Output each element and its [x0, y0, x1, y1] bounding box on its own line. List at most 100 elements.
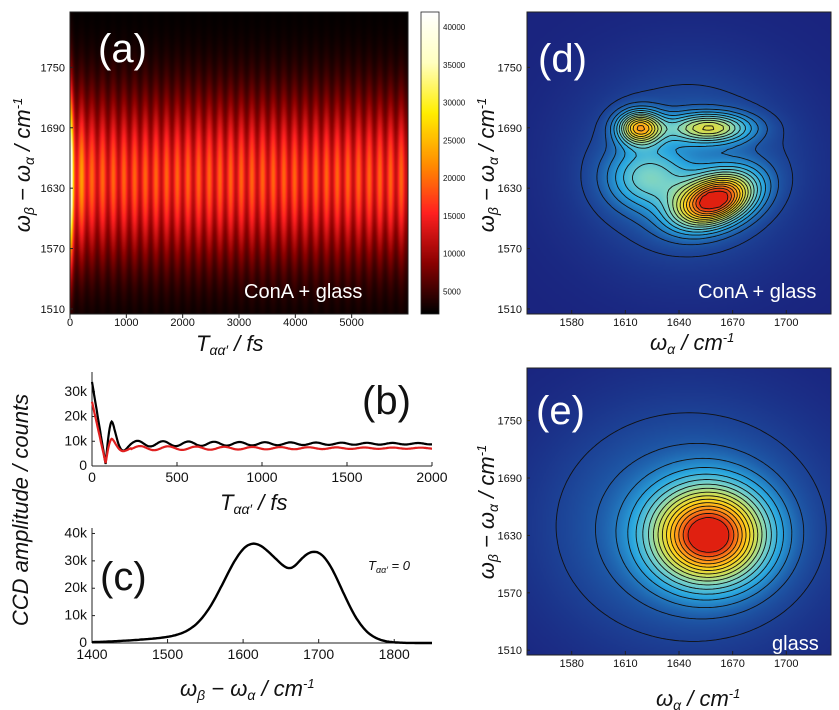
x-ticks-d: 1580 1610 1640 1670 1700 [559, 310, 799, 329]
contour-line [618, 112, 758, 230]
annotation-e: glass [772, 633, 819, 655]
y-tick-a-label: 1750 [41, 62, 65, 74]
contour-line [615, 457, 793, 609]
x-tick-c-label: 1600 [228, 646, 259, 662]
annotation-a: ConA + glass [244, 281, 362, 303]
x-tick-b-label: 1500 [331, 469, 362, 485]
contour-line [621, 113, 755, 228]
colorbar-tick-label: 40000 [443, 23, 466, 32]
x-tick-e-label: 1610 [613, 658, 637, 670]
y-tick-d-label: 1510 [498, 304, 522, 316]
contour-line [661, 495, 755, 575]
x-tick-e-label: 1670 [720, 658, 744, 670]
x-tick-b-label: 500 [165, 469, 189, 485]
ccd-amplitude-label: CCD amplitude / counts [8, 394, 33, 626]
panel-d: 1580 1610 1640 1670 1700 1510 1570 1630 1690 175… [474, 11, 832, 357]
x-tick-c-label: 1400 [76, 646, 107, 662]
y-tick-b-label: 20k [64, 408, 88, 424]
colorbar-tick-label: 30000 [443, 99, 466, 108]
y-tick-a-label: 1690 [41, 123, 65, 135]
x-ticks-b: 0 500 1000 1500 2000 [88, 462, 448, 485]
contour-line [580, 84, 794, 258]
panel-c: 1400 1500 1600 1700 1800 0 10k 20k 30k 40k (c) T… [64, 524, 432, 703]
contour-line [687, 517, 730, 553]
contour-line [695, 187, 732, 213]
contour-line [627, 467, 784, 601]
annotation-c: Tαα′ = 0 [368, 558, 411, 575]
x-tick-c-label: 1800 [379, 646, 410, 662]
heatmap-d-image [527, 12, 831, 314]
y-ticks-a: 1510 1570 1630 1690 1750 [41, 62, 73, 316]
x-tick-b-label: 2000 [416, 469, 447, 485]
contour-line [629, 120, 744, 220]
x-tick-a-label: 1000 [114, 317, 138, 329]
colorbar-ticks: 5000 10000 15000 20000 25000 30000 35000 40000 [443, 23, 466, 296]
panel-label-e: (e) [536, 389, 585, 433]
panel-label-b: (b) [362, 379, 411, 423]
contour-line [636, 125, 738, 217]
x-tick-e-label: 1580 [559, 658, 583, 670]
x-axis-label-d: ωα / cm-1 [650, 330, 734, 357]
y-tick-c-label: 30k [64, 552, 88, 568]
panel-e: 1580 1610 1640 1670 1700 1510 1570 1630 1690 175… [474, 367, 832, 710]
y-tick-d-label: 1630 [498, 183, 522, 195]
contour-line [666, 498, 751, 571]
y-tick-b-label: 10k [64, 432, 88, 448]
x-tick-d-label: 1580 [559, 317, 583, 329]
x-ticks-e: 1580 1610 1640 1670 1700 [559, 651, 799, 670]
contour-line [674, 505, 743, 565]
panel-a: 0 1000 2000 3000 4000 5000 1510 1570 1630 1690 17… [10, 11, 466, 358]
contour-line [555, 412, 827, 642]
contour-line [625, 116, 749, 224]
contour-line [632, 122, 741, 218]
series-b-red [90, 401, 432, 464]
contour-line [642, 479, 772, 590]
y-axis-label-e: ωβ − ωα / cm-1 [474, 445, 501, 580]
panel-label-c: (c) [100, 555, 147, 599]
y-tick-e-label: 1750 [498, 416, 522, 428]
y-tick-d-label: 1750 [498, 62, 522, 74]
y-tick-c-label: 40k [64, 524, 88, 540]
colorbar-tick-label: 15000 [443, 212, 466, 221]
x-tick-d-label: 1670 [720, 317, 744, 329]
x-tick-e-label: 1640 [667, 658, 691, 670]
y-ticks-b: 0 10k 20k 30k [64, 383, 95, 473]
y-tick-e-label: 1570 [498, 588, 522, 600]
x-tick-a-label: 3000 [227, 317, 251, 329]
contour-line [670, 502, 747, 568]
y-ticks-c: 0 10k 20k 30k 40k [64, 524, 95, 650]
series-c [92, 542, 432, 645]
y-tick-e-label: 1510 [498, 645, 522, 657]
colorbar-tick-label: 5000 [443, 287, 461, 296]
contour-line [698, 190, 729, 210]
annotation-d: ConA + glass [698, 281, 816, 303]
panel-label-a: (a) [98, 27, 147, 71]
contour-line [616, 110, 762, 233]
x-tick-a-label: 0 [67, 317, 73, 329]
y-tick-e-label: 1630 [498, 530, 522, 542]
x-tick-b-label: 0 [88, 469, 96, 485]
x-axis-label-c: ωβ − ωα / cm-1 [180, 676, 315, 703]
y-axis-label-a: ωβ − ωα / cm-1 [10, 98, 37, 233]
contour-line [652, 487, 763, 582]
panel-label-d: (d) [538, 37, 587, 81]
y-tick-a-label: 1570 [41, 244, 65, 256]
contour-line [657, 491, 759, 578]
contour-line [682, 512, 735, 558]
contours-d [580, 84, 794, 258]
y-tick-d-label: 1690 [498, 123, 522, 135]
y-tick-e-label: 1690 [498, 473, 522, 485]
y-tick-c-label: 20k [64, 579, 88, 595]
y-tick-b-label: 0 [79, 457, 87, 473]
colorbar-image [421, 12, 439, 314]
x-axis-label-e: ωα / cm-1 [656, 686, 740, 710]
x-tick-a-label: 2000 [170, 317, 194, 329]
y-tick-c-label: 10k [64, 607, 88, 623]
contours-e [555, 412, 827, 642]
contour-line [606, 105, 772, 240]
y-ticks-d: 1510 1570 1630 1690 1750 [498, 62, 530, 316]
contour-line [635, 473, 778, 595]
x-tick-a-label: 5000 [339, 317, 363, 329]
x-tick-d-label: 1700 [774, 317, 798, 329]
x-axis-label-a: Tαα′ / fs [196, 331, 264, 358]
